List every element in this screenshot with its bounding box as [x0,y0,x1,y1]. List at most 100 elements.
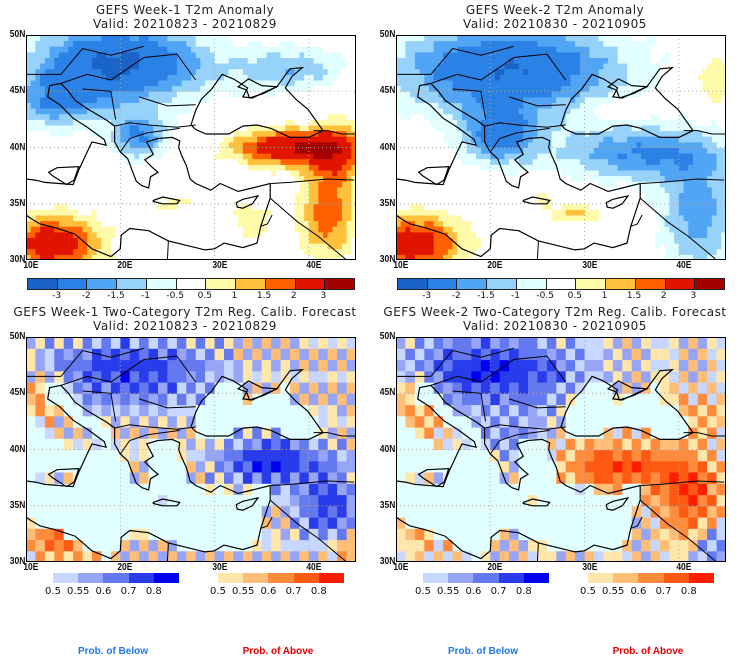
field-cell [589,108,595,115]
field-cell [400,231,406,238]
field-cell [242,153,249,160]
field-cell [49,198,55,205]
lat-tick-label: 45N [9,85,25,97]
field-cell [589,192,595,199]
field-cell [631,113,637,120]
field-cell [275,248,282,255]
field-cell [429,85,435,92]
field-cell [214,164,220,171]
field-cell [308,63,315,70]
field-cell [318,40,324,47]
field-cell [337,215,343,222]
field-cell [438,226,444,233]
field-cell [598,119,604,126]
field-cell [68,68,74,75]
field-cell [631,40,637,47]
field-cell [139,130,145,137]
field-cell [266,136,272,143]
field-cell [304,203,310,210]
field-cell [631,91,637,98]
field-cell [622,113,628,120]
field-cell [337,209,343,216]
field-cell [476,136,482,143]
field-cell [26,68,32,75]
field-cell [280,181,286,188]
field-cell [337,192,343,199]
field-cell [224,158,230,165]
field-cell [341,248,348,255]
field-cell [115,63,121,70]
field-cell [318,164,324,171]
field-cell [579,108,586,115]
field-cell [480,237,487,244]
field-cell [332,125,338,132]
field-cell [125,80,131,87]
field-cell [158,57,164,64]
field-cell [462,198,468,205]
field-cell [125,243,131,250]
field-cell [476,186,482,193]
field-cell [176,226,183,233]
field-cell [252,130,258,137]
field-cell [304,198,310,205]
field-cell [191,80,197,87]
field-cell [410,125,416,132]
field-cell [186,192,192,199]
field-cell [285,147,291,154]
field-cell [92,113,98,120]
field-cell [181,74,187,81]
field-cell [209,175,216,182]
field-cell [318,119,324,126]
field-cell [414,192,421,199]
field-cell [346,74,352,81]
field-cell [30,35,36,42]
field-cell [405,68,411,75]
field-cell [252,108,258,115]
field-cell [238,46,244,53]
field-cell [308,254,315,260]
field-cell [54,248,60,255]
field-cell [44,215,51,222]
field-cell [162,254,168,260]
field-cell [143,108,150,115]
field-cell [280,119,286,126]
field-cell [617,125,623,132]
field-cell [219,248,225,255]
field-cell [294,192,300,199]
field-cell [266,153,272,160]
field-cell [77,80,84,87]
field-cell [594,40,600,47]
field-cell [290,51,296,58]
field-cell [285,164,291,171]
field-cell [209,237,216,244]
field-cell [176,119,183,126]
field-cell [617,141,623,148]
field-cell [87,119,93,126]
field-cell [172,237,178,244]
field-cell [304,164,310,171]
field-cell [471,102,477,109]
field-cell [30,243,36,250]
field-cell [584,248,590,255]
field-cell [162,108,168,115]
field-cell [598,192,604,199]
field-cell [504,220,510,227]
field-cell [485,85,491,92]
field-cell [589,147,595,154]
field-cell [63,203,69,210]
field-cell [476,40,482,47]
field-cell [304,108,310,115]
field-cell [504,231,510,238]
field-cell [228,80,234,87]
field-cell [612,147,619,154]
field-cell [570,175,576,182]
field-cell [424,74,430,81]
field-cell [466,209,472,216]
field-cell [257,35,263,42]
field-cell [44,102,51,109]
field-cell [528,203,534,210]
field-cell [589,141,595,148]
field-cell [238,136,244,143]
field-cell [176,130,183,137]
field-cell [438,203,444,210]
